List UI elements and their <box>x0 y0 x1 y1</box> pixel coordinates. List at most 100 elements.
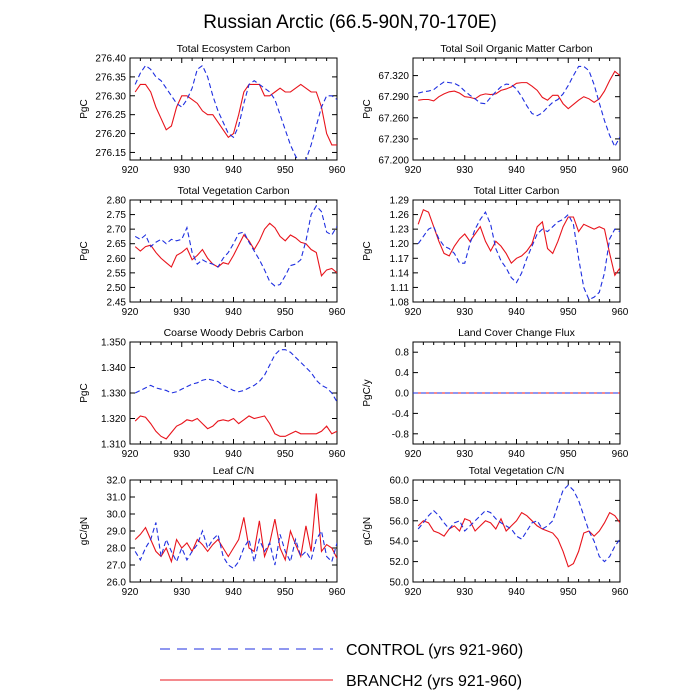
y-tick-label: 1.320 <box>101 414 126 425</box>
y-tick-label: 1.08 <box>390 298 410 309</box>
legend-branch-label: BRANCH2 (yrs 921-960) <box>346 673 522 690</box>
x-tick-label: 950 <box>277 587 294 598</box>
y-tick-label: 26.0 <box>107 578 127 589</box>
series-branch-line <box>417 511 620 568</box>
panel-total-soil-organic-matter-carbon: Total Soil Organic Matter Carbon 920 930 94… <box>362 43 629 176</box>
x-tick-label: 940 <box>225 307 242 318</box>
x-tick-label: 930 <box>173 587 190 598</box>
y-tick-label: 1.11 <box>390 283 409 294</box>
x-tick-label: 950 <box>560 307 577 318</box>
x-tick-label: 920 <box>405 449 422 460</box>
x-tick-label: 950 <box>560 449 577 460</box>
series-control-line <box>134 522 337 570</box>
x-tick-label: 960 <box>329 165 346 176</box>
y-tick-label: 276.25 <box>95 110 126 121</box>
figure-title: Russian Arctic (66.5-90N,70-170E) <box>203 12 497 33</box>
x-tick-label: 940 <box>508 307 525 318</box>
y-tick-label: 67.290 <box>378 92 409 103</box>
series-control-line <box>134 204 337 287</box>
y-axis-label: PgC/y <box>362 379 373 406</box>
x-tick-label: 930 <box>456 449 473 460</box>
y-tick-label: 2.70 <box>107 225 127 236</box>
panel-land-cover-change-flux: Land Cover Change Flux 920 930 940 950 960 0.8… <box>362 327 629 460</box>
y-tick-label: 1.17 <box>390 254 410 265</box>
y-tick-label: 30.0 <box>107 510 127 521</box>
y-tick-label: 60.0 <box>390 476 410 487</box>
x-tick-label: 920 <box>122 307 139 318</box>
series-control-line <box>134 64 337 160</box>
x-tick-label: 930 <box>173 307 190 318</box>
x-tick-label: 930 <box>456 165 473 176</box>
panel-total-vegetation-c-n: Total Vegetation C/N 920 930 940 950 960 60.0 5… <box>362 465 629 598</box>
series-branch-line <box>134 222 337 277</box>
x-tick-label: 940 <box>225 165 242 176</box>
y-tick-label: 67.230 <box>378 134 409 145</box>
y-tick-label: 28.0 <box>107 544 127 555</box>
y-tick-label: 52.0 <box>390 557 410 568</box>
x-tick-label: 940 <box>225 587 242 598</box>
series-branch-line <box>134 83 337 146</box>
x-tick-label: 950 <box>277 449 294 460</box>
panels-container: Total Ecosystem Carbon 920 930 940 950 960 276… <box>79 43 629 598</box>
series-control-line <box>134 349 337 403</box>
y-tick-label: 1.20 <box>390 239 410 250</box>
panel-title: Coarse Woody Debris Carbon <box>164 327 304 339</box>
y-tick-label: 276.35 <box>95 72 126 83</box>
y-tick-label: 67.260 <box>378 113 409 124</box>
y-tick-label: 276.30 <box>95 91 126 102</box>
y-tick-label: 1.26 <box>390 210 410 221</box>
x-tick-label: 960 <box>329 307 346 318</box>
y-tick-label: 31.0 <box>107 493 127 504</box>
y-axis-label: PgC <box>362 241 373 260</box>
y-tick-label: 276.20 <box>95 129 126 140</box>
series-branch-line <box>134 415 337 440</box>
y-tick-label: 67.320 <box>378 71 409 82</box>
y-tick-label: 58.0 <box>390 496 410 507</box>
panel-total-vegetation-carbon: Total Vegetation Carbon 920 930 940 950 960 2.… <box>79 185 346 318</box>
y-tick-label: 27.0 <box>107 561 127 572</box>
panel-title: Leaf C/N <box>213 465 254 477</box>
series-control-line <box>418 65 620 148</box>
y-tick-label: 67.200 <box>378 156 409 167</box>
x-tick-label: 920 <box>405 165 422 176</box>
y-tick-label: 32.0 <box>107 476 127 487</box>
x-tick-label: 960 <box>612 449 629 460</box>
y-tick-label: 2.65 <box>107 239 127 250</box>
panel-coarse-woody-debris-carbon: Coarse Woody Debris Carbon 920 930 940 950 96… <box>79 327 346 460</box>
x-tick-label: 930 <box>173 449 190 460</box>
x-tick-label: 960 <box>329 587 346 598</box>
y-tick-label: 2.80 <box>107 196 127 207</box>
plot-frame <box>129 341 338 445</box>
y-axis-label: PgC <box>79 99 90 118</box>
x-tick-label: 940 <box>508 587 525 598</box>
y-tick-label: 1.23 <box>390 225 410 236</box>
x-tick-label: 920 <box>122 449 139 460</box>
y-tick-label: 0.0 <box>395 389 409 400</box>
series-branch-line <box>417 208 620 277</box>
x-tick-label: 950 <box>560 165 577 176</box>
legend: CONTROL (yrs 921-960) BRANCH2 (yrs 921-9… <box>160 642 523 690</box>
x-tick-label: 930 <box>456 587 473 598</box>
y-axis-label: PgC <box>79 383 90 402</box>
y-tick-label: 29.0 <box>107 527 127 538</box>
legend-control-label: CONTROL (yrs 921-960) <box>346 642 523 659</box>
panel-title: Total Soil Organic Matter Carbon <box>440 43 592 55</box>
panel-title: Total Ecosystem Carbon <box>177 43 291 55</box>
y-tick-label: 1.330 <box>101 389 126 400</box>
x-tick-label: 920 <box>122 587 139 598</box>
y-tick-label: 1.310 <box>101 440 126 451</box>
x-tick-label: 920 <box>405 307 422 318</box>
y-tick-label: 1.350 <box>101 338 126 349</box>
series-control-line <box>417 484 620 563</box>
panel-leaf-c-n: Leaf C/N 920 930 940 950 960 32.0 31.0 30.0 29.0 2… <box>79 465 346 598</box>
series-branch-line <box>418 70 620 110</box>
x-tick-label: 940 <box>225 449 242 460</box>
y-tick-label: 2.45 <box>107 298 127 309</box>
panel-total-litter-carbon: Total Litter Carbon 920 930 940 950 960 1.29 1.… <box>362 185 629 318</box>
x-tick-label: 950 <box>560 587 577 598</box>
y-tick-label: 56.0 <box>390 516 410 527</box>
y-tick-label: 1.340 <box>101 363 126 374</box>
y-axis-label: gC/gN <box>362 517 373 545</box>
y-tick-label: 50.0 <box>390 578 410 589</box>
